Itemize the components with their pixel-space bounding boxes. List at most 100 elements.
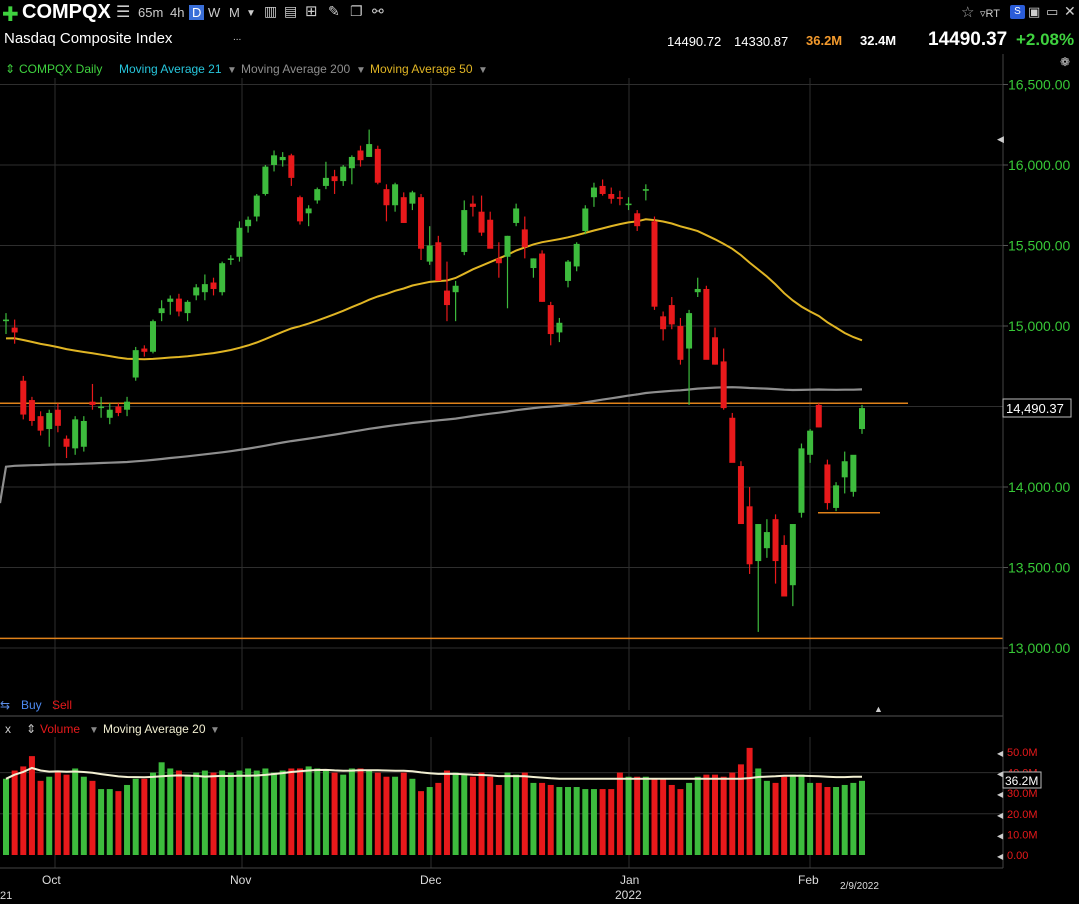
timeframe-4h[interactable]: 4h	[170, 5, 185, 20]
trade-icon[interactable]: ⇆	[0, 698, 10, 712]
volume-series-icon[interactable]: ⇕	[26, 722, 36, 736]
x-label-dec: Dec	[420, 873, 441, 887]
chevron-down-icon[interactable]: ▼	[356, 65, 366, 76]
volume-bar	[98, 789, 105, 855]
candle	[20, 380, 27, 415]
price-tick-label: 13,500.00	[1008, 560, 1070, 576]
price-axis[interactable]: 16,500.00 16,000.00 15,500.00 15,000.00 14,0…	[1003, 77, 1070, 657]
legend-ma50[interactable]: Moving Average 50	[370, 62, 473, 76]
price-chart[interactable]: ⇕ COMPQX Daily Moving Average 21 ▼ Movin…	[0, 54, 1079, 904]
volume-legend-label[interactable]: Volume	[40, 722, 80, 736]
candle	[495, 258, 502, 264]
list-icon[interactable]: ☰	[116, 4, 131, 21]
volume-bar	[340, 774, 347, 855]
volume-bar	[755, 768, 762, 855]
candle	[781, 544, 788, 597]
star-icon[interactable]: ☆	[961, 4, 975, 21]
volume-bar	[668, 784, 675, 855]
candle	[54, 409, 61, 426]
candle	[288, 155, 295, 178]
volume-bar	[54, 770, 61, 855]
volume-close-button[interactable]: x	[5, 722, 11, 736]
candle-type-icon[interactable]: ▥	[264, 3, 278, 19]
draw-icon[interactable]: ✎	[328, 3, 340, 19]
expand-up-arrow-icon[interactable]: ▲	[874, 704, 883, 714]
volume-bar	[348, 768, 355, 855]
toolbar: ✚ COMPQX ☰ 65m 4h D W M ▼ ▥ ▤ ⊞ ✎ ❐ ⚯ ☆ …	[0, 0, 1079, 26]
layers-icon[interactable]: ❐	[350, 3, 363, 19]
candle	[833, 485, 840, 508]
price-tag-box	[1002, 398, 1072, 418]
volume-bar	[677, 789, 684, 855]
volume-bar	[781, 776, 788, 855]
share-icon[interactable]: ⚯	[372, 3, 384, 19]
palette-icon[interactable]: ❁	[1060, 55, 1070, 69]
volume-legend: x ⇕ Volume ▼ Moving Average 20 ▼	[5, 722, 220, 736]
chevron-down-icon[interactable]: ▼	[227, 65, 237, 76]
price-tick-label: 14,000.00	[1008, 479, 1070, 495]
candle	[374, 148, 381, 183]
candle	[132, 350, 139, 378]
chevron-down-icon[interactable]: ▼	[478, 65, 488, 76]
bar-chart-icon[interactable]: ▤	[284, 3, 298, 19]
window-icon[interactable]: ▭	[1046, 4, 1059, 19]
horizontal-levels[interactable]	[0, 402, 1003, 640]
volume-bar	[262, 768, 269, 855]
candle	[106, 409, 113, 418]
candle	[426, 245, 433, 262]
volume-ma-line	[5, 766, 863, 780]
candle	[590, 187, 597, 198]
candle	[175, 298, 182, 312]
candle	[63, 438, 70, 447]
timeframe-65m[interactable]: 65m	[138, 5, 164, 20]
scroll-left-arrow-icon[interactable]: ◀	[997, 134, 1004, 144]
candle	[487, 219, 494, 249]
volume-bar	[141, 778, 148, 855]
buy-button[interactable]: Buy	[21, 698, 42, 712]
high-value: 14490.72	[667, 34, 722, 49]
x-label-left-fragment: 21	[0, 890, 12, 902]
candle	[625, 203, 632, 206]
volume-bar	[504, 772, 511, 855]
candle	[461, 210, 468, 252]
timeframe-weekly[interactable]: W	[208, 5, 221, 20]
add-icon[interactable]: ✚	[2, 4, 19, 26]
legend-ma200[interactable]: Moving Average 200	[241, 62, 351, 76]
close-icon[interactable]: ✕	[1064, 3, 1076, 19]
chevron-down-icon[interactable]: ▼	[210, 725, 220, 736]
volume-bar	[409, 778, 416, 855]
legend-ma21[interactable]: Moving Average 21	[119, 62, 222, 76]
volume-bar	[824, 787, 831, 855]
candle	[772, 519, 779, 562]
realtime-icon[interactable]: ▿RT	[980, 8, 1000, 20]
timeframe-daily[interactable]: D	[189, 5, 205, 20]
volume-bar	[245, 768, 252, 855]
save-icon[interactable]: ▣	[1028, 4, 1041, 19]
volume-bar	[703, 774, 710, 855]
more-ellipsis[interactable]: ...	[233, 32, 242, 43]
chevron-down-icon[interactable]: ▼	[89, 725, 99, 736]
volume-bar	[720, 776, 727, 855]
volume-bar	[72, 768, 79, 855]
timeframe-monthly[interactable]: M	[229, 5, 240, 20]
candle	[746, 506, 753, 565]
volume-bar	[37, 780, 44, 855]
symbol-label[interactable]: COMPQX	[22, 1, 111, 23]
legend-series-icon[interactable]: ⇕	[5, 62, 15, 76]
settings-s-icon[interactable]: S	[1010, 5, 1025, 19]
legend-series[interactable]: COMPQX Daily	[19, 62, 102, 76]
volume-value: 36.2M	[806, 33, 843, 48]
candle	[582, 208, 589, 232]
volume-bar	[660, 778, 667, 855]
candle	[616, 197, 623, 199]
candle	[11, 327, 18, 333]
add-study-icon[interactable]: ⊞	[305, 3, 318, 20]
volume-bar	[729, 772, 736, 855]
candle	[3, 319, 9, 322]
chevron-down-icon[interactable]: ▼	[246, 8, 256, 19]
volume-ma-legend[interactable]: Moving Average 20	[103, 722, 206, 736]
candle	[89, 401, 96, 405]
sell-button[interactable]: Sell	[52, 698, 72, 712]
time-axis[interactable]: Oct Nov Dec Jan 2022 Feb 2/9/2022 21	[0, 873, 879, 902]
volume-axis[interactable]: ◀50.0M◀40.0M◀30.0M◀20.0M◀10.0M◀0.00	[997, 747, 1038, 862]
